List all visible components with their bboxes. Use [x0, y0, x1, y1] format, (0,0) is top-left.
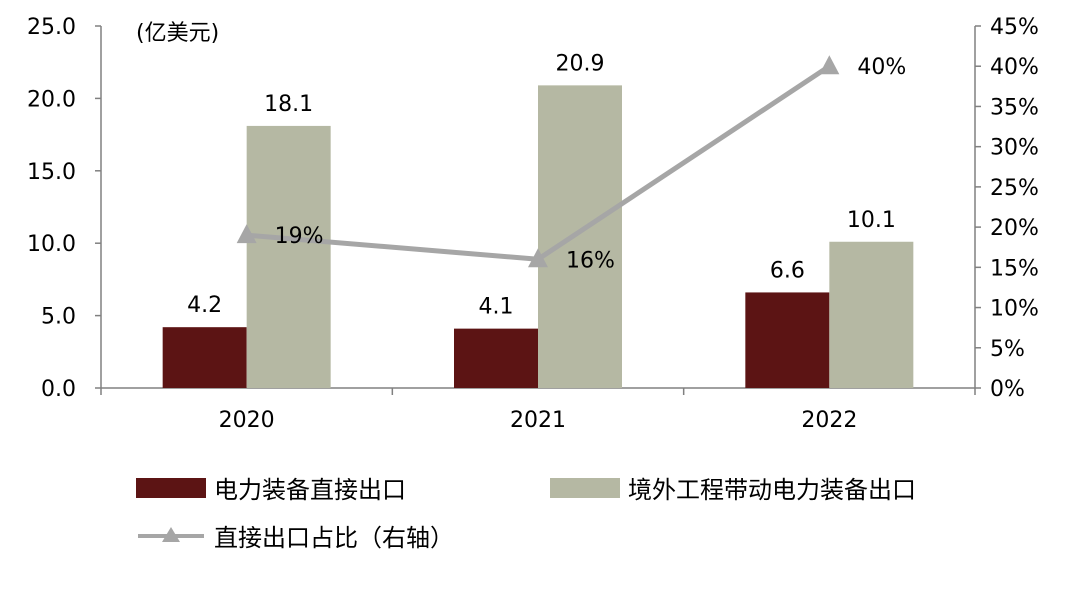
bar — [454, 328, 538, 388]
x-tick-label: 2021 — [510, 408, 566, 433]
bar-value-label: 20.9 — [556, 51, 605, 76]
axes: 0.0 5.0 10.0 15.0 20.0 25.0 0% 5% 10% 15% 20% 25% 30… — [27, 15, 1039, 433]
line-series — [236, 55, 840, 268]
y-right-tick-label: 15% — [990, 256, 1039, 281]
bar — [538, 85, 622, 389]
bar-value-label: 4.2 — [187, 293, 222, 318]
ratio-marker — [819, 55, 840, 75]
y-left-tick-label: 20.0 — [27, 87, 76, 112]
bar-value-label: 4.1 — [479, 295, 514, 320]
y-left-tick-label: 10.0 — [27, 232, 76, 257]
y-left-tick-label: 15.0 — [27, 160, 76, 185]
bar-value-label: 6.6 — [770, 258, 805, 283]
bar — [246, 125, 331, 389]
x-tick-label: 2022 — [801, 408, 857, 433]
y-left-tick-label: 25.0 — [27, 15, 76, 40]
y-right-tick-label: 25% — [990, 176, 1039, 201]
ratio-value-label: 40% — [857, 55, 906, 80]
bar — [745, 292, 830, 388]
y-right-tick-label: 30% — [990, 136, 1039, 161]
y-left-tick-label: 5.0 — [41, 305, 76, 330]
ratio-marker — [528, 248, 548, 268]
data-labels: 4.2 18.1 4.1 20.9 6.6 10.1 19% 16% 40% — [187, 51, 906, 319]
y-right-tick-label: 5% — [990, 337, 1025, 362]
y-left-tick-label: 0.0 — [41, 377, 76, 402]
ratio-value-label: 19% — [275, 224, 324, 249]
x-tick-label: 2020 — [219, 408, 275, 433]
bar-value-label: 10.1 — [847, 208, 896, 233]
y-right-tick-label: 10% — [990, 297, 1039, 322]
y-right-tick-label: 20% — [990, 216, 1039, 241]
bars — [162, 85, 914, 389]
y-right-tick-label: 40% — [990, 55, 1039, 80]
ratio-value-label: 16% — [566, 248, 615, 273]
y-right-tick-label: 35% — [990, 95, 1039, 120]
unit-label: (亿美元) — [136, 21, 219, 46]
y-right-tick-label: 45% — [990, 15, 1039, 40]
y-right-tick-label: 0% — [990, 377, 1025, 402]
bar — [162, 327, 247, 388]
ratio-marker — [236, 224, 257, 244]
bar — [829, 241, 914, 388]
bar-value-label: 18.1 — [264, 92, 313, 117]
